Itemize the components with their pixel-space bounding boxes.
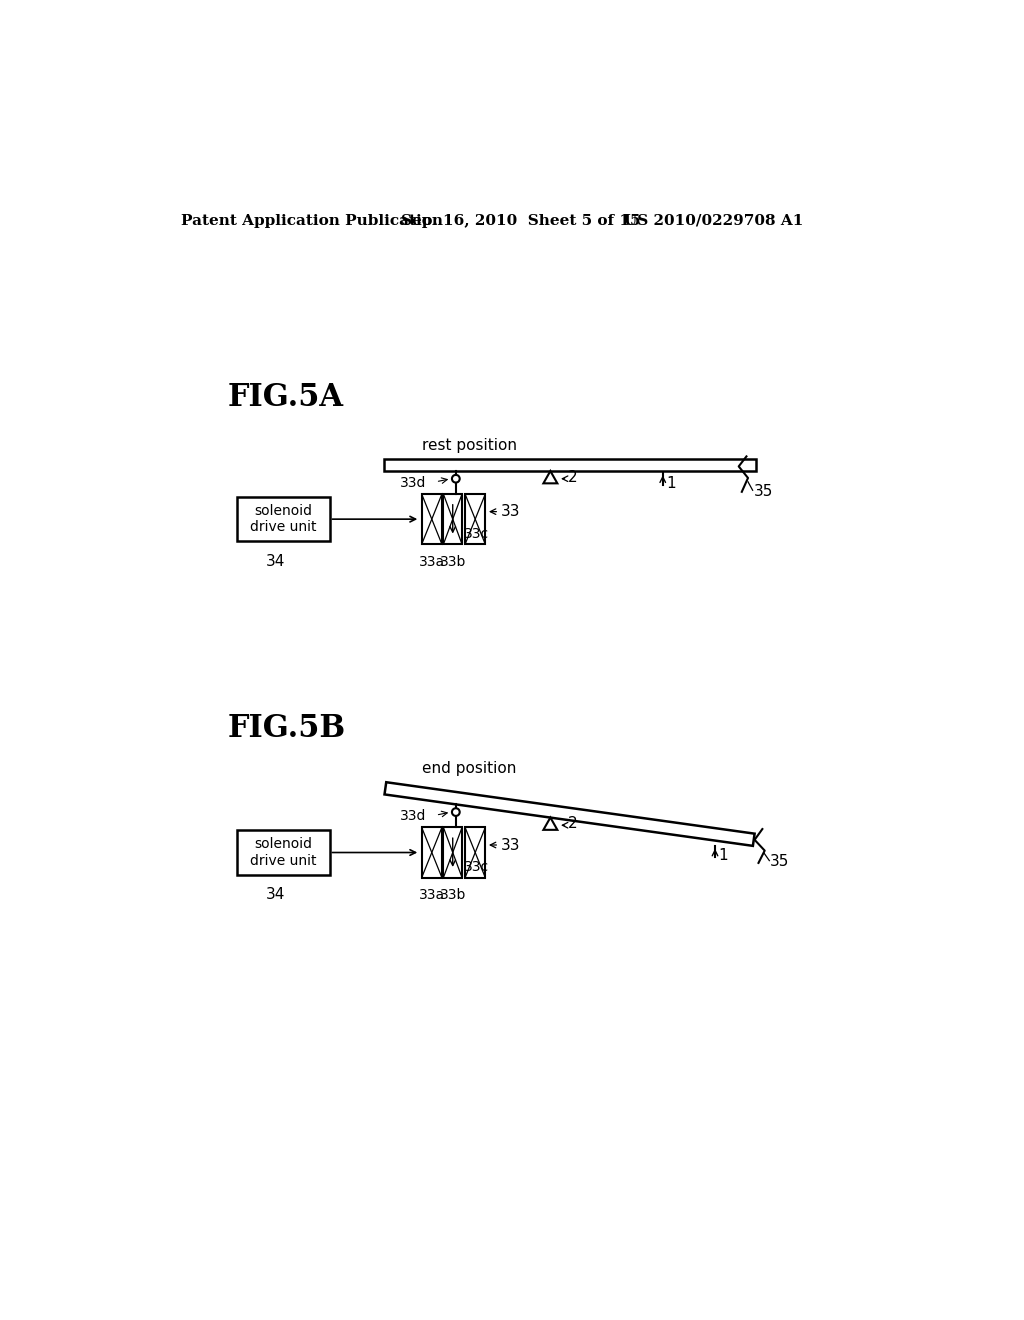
Text: Sep. 16, 2010  Sheet 5 of 15: Sep. 16, 2010 Sheet 5 of 15 [400,214,640,228]
Bar [465,494,485,544]
Text: 33b: 33b [439,888,466,903]
Text: 33a: 33a [419,888,444,903]
Text: 2: 2 [568,470,578,484]
Polygon shape [384,783,755,846]
Bar [422,494,442,544]
Text: 35: 35 [755,484,773,499]
Text: 33d: 33d [400,809,426,822]
Text: US 2010/0229708 A1: US 2010/0229708 A1 [624,214,804,228]
Text: 33b: 33b [439,554,466,569]
Text: 2: 2 [568,816,578,832]
Text: solenoid
drive unit: solenoid drive unit [250,837,316,867]
Bar [465,828,485,878]
Text: Patent Application Publication: Patent Application Publication [180,214,442,228]
Polygon shape [544,817,557,830]
Text: 33: 33 [501,837,520,853]
Bar [443,494,462,544]
Text: 33c: 33c [464,527,488,541]
Bar [443,828,462,878]
Text: solenoid
drive unit: solenoid drive unit [250,504,316,535]
Polygon shape [544,471,557,483]
Bar [422,828,442,878]
Text: 35: 35 [770,854,790,869]
Text: 34: 34 [265,554,285,569]
Bar [384,459,756,471]
Text: end position: end position [423,762,517,776]
Bar [237,496,330,541]
Text: FIG.5B: FIG.5B [227,713,345,743]
Text: 33a: 33a [419,554,444,569]
Text: 33: 33 [501,504,520,519]
Text: 33c: 33c [464,861,488,874]
Text: rest position: rest position [423,437,517,453]
Bar [237,830,330,875]
Text: 34: 34 [265,887,285,902]
Text: 33d: 33d [400,475,426,490]
Text: 1: 1 [666,475,676,491]
Text: FIG.5A: FIG.5A [227,381,343,413]
Text: 1: 1 [718,847,728,863]
